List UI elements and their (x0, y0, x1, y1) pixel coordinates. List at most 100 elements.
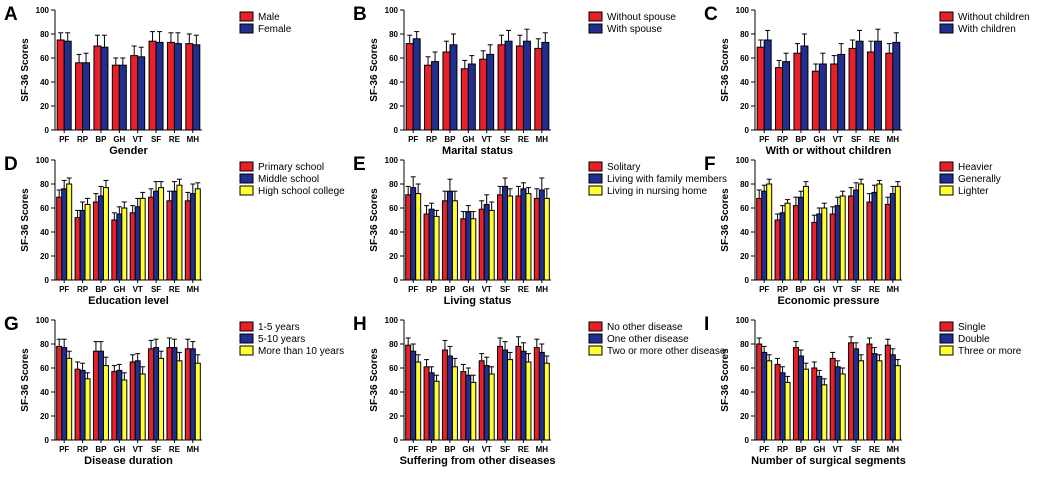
bar (84, 378, 91, 441)
bar (486, 53, 495, 131)
bar (779, 372, 786, 441)
legend-label: Without children (958, 12, 1030, 23)
legend-swatch (588, 161, 603, 172)
bar (811, 221, 818, 281)
y-tick-label: 60 (389, 364, 398, 373)
bar (442, 51, 451, 131)
bar (423, 366, 430, 441)
x-axis-label: With or without children (766, 145, 892, 157)
x-tick-label: VT (133, 285, 143, 294)
x-tick-label: PF (408, 445, 418, 454)
bar (451, 200, 458, 281)
bar (821, 207, 828, 281)
bar (538, 189, 545, 281)
bar (148, 348, 155, 441)
y-tick-label: 60 (740, 364, 749, 373)
x-tick-label: VT (482, 445, 492, 454)
bar (756, 343, 763, 441)
bar (488, 209, 495, 281)
bar (111, 64, 120, 131)
bar (837, 53, 846, 131)
panel-letter: F (704, 154, 716, 175)
bar (507, 359, 514, 441)
x-axis-label: Gender (109, 145, 148, 157)
bar (848, 342, 855, 441)
bar (185, 43, 194, 131)
legend-swatch (588, 333, 603, 344)
x-tick-label: BP (95, 135, 107, 144)
x-tick-label: MH (187, 285, 200, 294)
bar (470, 381, 477, 441)
bar (410, 187, 417, 281)
bar (543, 362, 550, 441)
panel-letter: A (4, 4, 18, 25)
y-tick-label: 0 (745, 276, 750, 285)
y-tick-label: 60 (40, 54, 49, 63)
x-tick-label: PF (759, 285, 769, 294)
bar (894, 185, 901, 281)
panel-f: F 0 20 40 60 80 100 SF-36 Scores PF RP BP GH VT SF RE M… (704, 154, 1001, 307)
legend-label: 1-5 years (258, 322, 300, 333)
y-tick-label: 80 (389, 340, 398, 349)
legend-swatch (588, 321, 603, 332)
x-tick-label: RE (169, 285, 181, 294)
panel-letter: H (353, 314, 367, 335)
bar (543, 197, 550, 281)
y-tick-label: 100 (736, 316, 750, 325)
bar (541, 41, 550, 131)
panel-letter: C (704, 4, 718, 25)
y-tick-label: 80 (40, 180, 49, 189)
legend-label: Three or more (958, 346, 1022, 357)
bar (525, 193, 532, 281)
legend-label: High school college (258, 186, 345, 197)
bar (184, 348, 191, 441)
x-tick-label: RP (777, 135, 789, 144)
bar (816, 375, 823, 441)
bar (884, 203, 891, 281)
bar (415, 193, 422, 281)
x-tick-label: VT (833, 285, 843, 294)
y-tick-label: 80 (389, 30, 398, 39)
bar (61, 347, 68, 441)
bar (121, 379, 128, 441)
bar (871, 353, 878, 441)
panel-a: A 0 20 40 60 80 100 SF-36 Scores PF RP BP GH VT SF RE M… (4, 4, 292, 157)
panel-i: I 0 20 40 60 80 100 SF-36 Scores PF RP BP GH VT SF RE M… (704, 314, 1022, 467)
bar (415, 361, 422, 441)
x-tick-label: PF (59, 445, 69, 454)
bar (793, 52, 802, 131)
legend-label: Solitary (607, 162, 640, 173)
bar (483, 365, 490, 441)
x-tick-label: MH (187, 135, 200, 144)
x-tick-label: SF (500, 445, 510, 454)
x-tick-label: MH (187, 445, 200, 454)
legend-swatch (588, 173, 603, 184)
y-tick-label: 0 (394, 276, 399, 285)
bar (848, 47, 857, 131)
y-tick-label: 100 (736, 6, 750, 15)
x-tick-label: BP (444, 135, 456, 144)
x-tick-label: RP (426, 445, 438, 454)
bar (839, 195, 846, 281)
legend-swatch (239, 185, 254, 196)
y-tick-label: 40 (740, 78, 749, 87)
bar (79, 209, 86, 281)
legend-swatch (939, 23, 954, 34)
y-tick-label: 40 (389, 78, 398, 87)
bar (176, 360, 183, 441)
bar (139, 373, 146, 441)
y-axis-label: SF-36 Scores (369, 348, 380, 412)
x-tick-label: GH (813, 445, 825, 454)
y-tick-label: 40 (40, 78, 49, 87)
panel-letter: I (704, 314, 709, 335)
bar (433, 215, 440, 281)
bar (441, 200, 448, 281)
bar (533, 197, 540, 281)
bar (811, 367, 818, 441)
x-tick-label: RP (777, 285, 789, 294)
bar (189, 348, 196, 441)
y-axis-label: SF-36 Scores (720, 38, 731, 102)
y-tick-label: 40 (389, 228, 398, 237)
bar (405, 43, 414, 131)
bar (460, 68, 469, 131)
